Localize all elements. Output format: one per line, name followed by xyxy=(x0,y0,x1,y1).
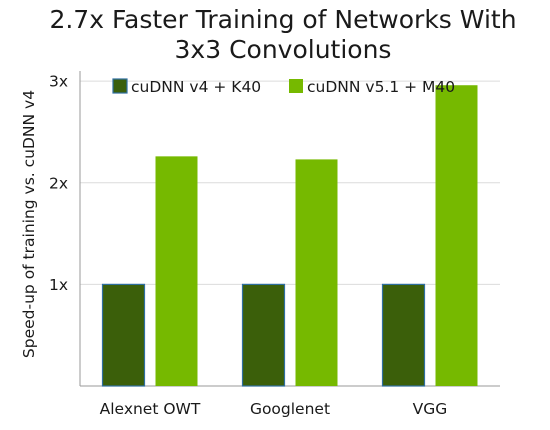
y-tick-label-1: 1x xyxy=(49,276,68,294)
legend-label-series-1: cuDNN v4 + K40 xyxy=(131,78,261,96)
x-tick-label-3: VGG xyxy=(413,400,448,418)
y-axis-label: Speed-up of training vs. cuDNN v4 xyxy=(20,90,38,358)
y-tick-label-3: 3x xyxy=(49,73,68,91)
y-tick-label-2: 2x xyxy=(49,174,68,192)
legend-swatch-series-1 xyxy=(112,78,128,94)
bar-series-1-googlenet xyxy=(241,283,286,387)
bar-series-2-alexnet-owt xyxy=(155,156,198,386)
axis-layer xyxy=(79,71,500,387)
bar-series-2-googlenet xyxy=(295,159,338,386)
x-tick-label-2: Googlenet xyxy=(250,400,330,418)
legend-label-series-2: cuDNN v5.1 + M40 xyxy=(307,78,455,96)
labels-layer: 1x 2x 3x Alexnet OWT Googlenet VGG xyxy=(49,73,447,418)
chart-title-line-2: 3x3 Convolutions xyxy=(175,35,392,64)
x-tick-label-1: Alexnet OWT xyxy=(100,400,201,418)
bar-series-1-vgg xyxy=(381,283,426,387)
bars-layer xyxy=(101,85,478,387)
bar-series-1-alexnet-owt xyxy=(101,283,146,387)
legend-swatch-series-2 xyxy=(289,79,303,93)
chart-title-line-1: 2.7x Faster Training of Networks With xyxy=(49,5,516,34)
legend: cuDNN v4 + K40 cuDNN v5.1 + M40 xyxy=(112,78,455,96)
bar-series-2-vgg xyxy=(435,85,478,387)
